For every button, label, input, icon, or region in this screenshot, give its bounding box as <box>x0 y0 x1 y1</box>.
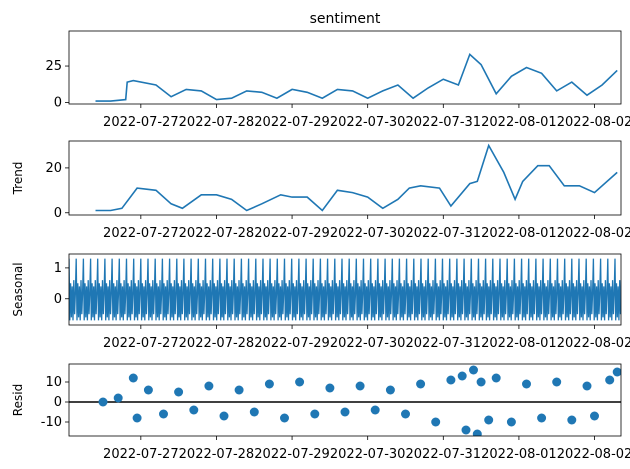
resid-point <box>446 375 456 385</box>
trend-line <box>95 143 618 212</box>
plot-area <box>69 365 621 436</box>
resid-point <box>159 409 168 419</box>
resid-point <box>310 409 320 419</box>
resid-point <box>128 373 138 383</box>
x-tick-label: 2022-07-30 <box>330 115 406 130</box>
y-tick-label: 0 <box>54 292 62 307</box>
x-tick-label: 2022-07-28 <box>179 115 255 130</box>
resid-point <box>484 415 494 425</box>
plot-area <box>69 258 621 321</box>
resid-point <box>234 385 244 395</box>
resid-point <box>522 379 531 389</box>
resid-point <box>506 417 516 427</box>
resid-point <box>476 377 486 387</box>
x-tick-label: 2022-07-29 <box>254 226 330 241</box>
resid-point <box>132 413 142 423</box>
resid-point <box>552 377 562 387</box>
x-tick-label: 2022-07-28 <box>179 447 255 462</box>
x-tick-label: 2022-07-27 <box>103 447 179 462</box>
x-tick-label: 2022-07-30 <box>330 447 406 462</box>
x-tick-label: 2022-08-01 <box>481 447 557 462</box>
resid-point <box>469 365 478 375</box>
x-tick-label: 2022-07-27 <box>103 336 179 351</box>
x-tick-label: 2022-07-31 <box>406 115 482 130</box>
x-tick-label: 2022-07-30 <box>330 336 406 351</box>
resid-point <box>385 385 395 395</box>
resid-point <box>370 405 380 415</box>
y-tick-label: 25 <box>45 59 62 74</box>
x-tick-label: 2022-08-01 <box>481 336 557 351</box>
resid-point <box>491 373 501 383</box>
resid-point <box>590 411 599 421</box>
y-axis-label: Trend <box>11 162 25 196</box>
y-tick-label: 0 <box>54 96 62 111</box>
x-tick-label: 2022-08-02 <box>557 226 630 241</box>
axes-frame <box>68 30 622 105</box>
y-axis-label: Resid <box>11 384 25 416</box>
resid-point <box>457 371 467 381</box>
x-tick-label: 2022-08-02 <box>557 447 630 462</box>
chart-title: sentiment <box>310 11 381 27</box>
y-tick-label: 0 <box>54 395 62 410</box>
resid-point <box>340 407 350 417</box>
resid-point <box>605 375 615 385</box>
observed-line <box>95 53 618 102</box>
x-tick-label: 2022-07-29 <box>254 336 330 351</box>
y-tick-label: 20 <box>45 161 62 176</box>
resid-point <box>189 405 199 415</box>
resid-point <box>401 409 410 419</box>
y-tick-label: 10 <box>45 375 62 390</box>
seasonal-line <box>69 258 621 321</box>
x-tick-label: 2022-07-31 <box>406 336 482 351</box>
resid-point <box>325 383 335 393</box>
x-tick-label: 2022-08-02 <box>557 115 630 130</box>
resid-point <box>264 379 274 389</box>
y-axis-label: Seasonal <box>11 262 25 316</box>
resid-point <box>143 385 153 395</box>
resid-point <box>98 397 108 407</box>
x-tick-label: 2022-07-31 <box>406 447 482 462</box>
x-tick-label: 2022-07-28 <box>179 336 255 351</box>
x-tick-label: 2022-07-27 <box>103 115 179 130</box>
axes-frame <box>68 140 622 216</box>
resid-point <box>612 367 621 377</box>
resid-point <box>461 425 471 435</box>
resid-point <box>295 377 305 387</box>
resid-point <box>582 381 592 391</box>
y-tick-label: 1 <box>54 261 62 276</box>
resid-point <box>355 381 365 391</box>
resid-point <box>280 413 289 423</box>
resid-point <box>537 413 547 423</box>
x-tick-label: 2022-07-30 <box>330 226 406 241</box>
x-tick-label: 2022-07-27 <box>103 226 179 241</box>
resid-point <box>249 407 259 417</box>
resid-point <box>431 417 441 427</box>
resid-point <box>219 411 229 421</box>
x-tick-label: 2022-07-31 <box>406 226 482 241</box>
x-tick-label: 2022-08-01 <box>481 226 557 241</box>
resid-point <box>113 393 123 403</box>
resid-point <box>472 429 482 436</box>
resid-point <box>204 381 214 391</box>
x-tick-label: 2022-07-28 <box>179 226 255 241</box>
x-tick-label: 2022-08-01 <box>481 115 557 130</box>
resid-point <box>567 415 577 425</box>
axes-frame <box>68 363 622 437</box>
axes-frame <box>68 253 622 326</box>
x-tick-label: 2022-07-29 <box>254 115 330 130</box>
plot-area <box>95 53 618 102</box>
x-tick-label: 2022-08-02 <box>557 336 630 351</box>
resid-point <box>416 379 426 389</box>
x-tick-label: 2022-07-29 <box>254 447 330 462</box>
y-tick-label: 0 <box>54 206 62 221</box>
resid-point <box>174 387 184 397</box>
y-tick-label: -10 <box>41 415 62 430</box>
plot-area <box>95 143 618 212</box>
